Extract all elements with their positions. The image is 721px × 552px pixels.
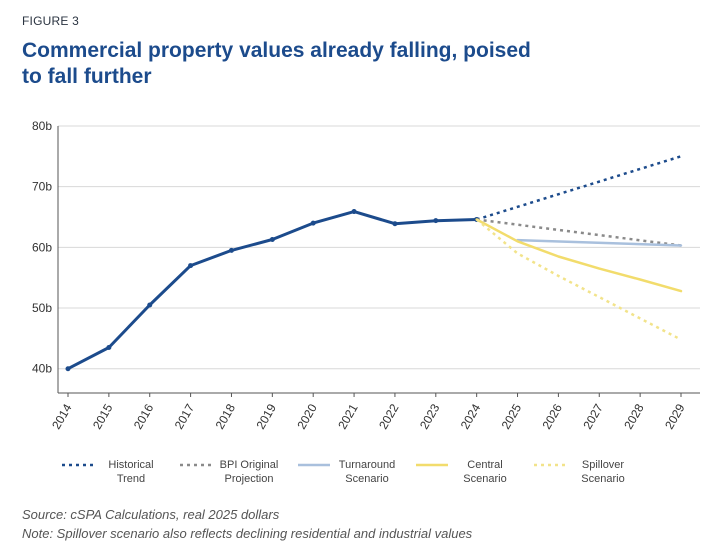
- x-tick-label: 2014: [49, 401, 75, 431]
- data-point: [188, 263, 194, 269]
- x-tick-label: 2024: [458, 401, 484, 431]
- chart-title: Commercial property values already falli…: [22, 39, 531, 88]
- figure-label: FIGURE 3: [22, 14, 79, 28]
- x-tick-label: 2021: [335, 401, 361, 431]
- x-tick-label: 2025: [499, 401, 525, 431]
- legend-label: BPI Original Projection: [219, 459, 279, 485]
- legend-swatch: [416, 463, 448, 467]
- data-point: [228, 247, 234, 253]
- legend-item: Historical Trend: [60, 458, 178, 486]
- legend-label: Historical Trend: [108, 459, 154, 485]
- source-note: Source: cSPA Calculations, real 2025 dol…: [22, 507, 280, 522]
- data-point: [147, 302, 153, 308]
- legend-item: Turnaround Scenario: [296, 458, 414, 486]
- y-tick-label: 60b: [32, 240, 52, 254]
- legend-label: Central Scenario: [463, 459, 507, 485]
- y-tick-label: 70b: [32, 180, 52, 194]
- legend-swatch: [298, 463, 330, 467]
- y-tick-label: 80b: [32, 119, 52, 133]
- x-tick-label: 2018: [213, 401, 239, 431]
- x-tick-label: 2026: [540, 401, 566, 431]
- footnote: Note: Spillover scenario also reflects d…: [22, 526, 473, 541]
- legend-swatch: [534, 463, 566, 467]
- legend-swatch: [180, 463, 212, 467]
- y-tick-label: 40b: [32, 362, 52, 376]
- legend-item: Central Scenario: [414, 458, 532, 486]
- legend-label: Spillover Scenario: [581, 459, 625, 485]
- data-point: [433, 218, 439, 224]
- x-tick-label: 2020: [294, 401, 320, 431]
- chart-legend: Historical Trend BPI Original Projection…: [60, 458, 700, 486]
- data-point: [310, 220, 316, 226]
- series-line: [476, 155, 682, 221]
- data-point: [106, 344, 112, 350]
- x-tick-label: 2023: [417, 401, 443, 431]
- x-tick-label: 2028: [621, 401, 647, 431]
- series-line: [475, 218, 683, 293]
- legend-item: BPI Original Projection: [178, 458, 296, 486]
- chart-notes: Source: cSPA Calculations, real 2025 dol…: [22, 505, 472, 543]
- series-line: [475, 218, 682, 341]
- x-tick-label: 2029: [662, 401, 688, 431]
- data-point: [392, 221, 398, 227]
- x-tick-label: 2016: [131, 401, 157, 431]
- line-chart: 40b 50b 60b 70b 80b 2014 2015 2016 2017 2018 2019 2…: [32, 119, 700, 432]
- series-line: [66, 210, 479, 371]
- x-tick-label: 2022: [376, 401, 402, 431]
- x-tick-label: 2017: [172, 401, 198, 431]
- data-point: [269, 236, 275, 242]
- legend-swatch: [62, 463, 94, 467]
- series-line: [516, 238, 683, 247]
- x-tick-label: 2015: [90, 401, 116, 431]
- x-tick-label: 2019: [253, 401, 279, 431]
- data-point: [351, 209, 357, 215]
- legend-label: Turnaround Scenario: [338, 459, 396, 485]
- y-tick-label: 50b: [32, 301, 52, 315]
- legend-item: Spillover Scenario: [532, 458, 650, 486]
- data-point: [65, 366, 71, 372]
- x-tick-label: 2027: [580, 401, 606, 431]
